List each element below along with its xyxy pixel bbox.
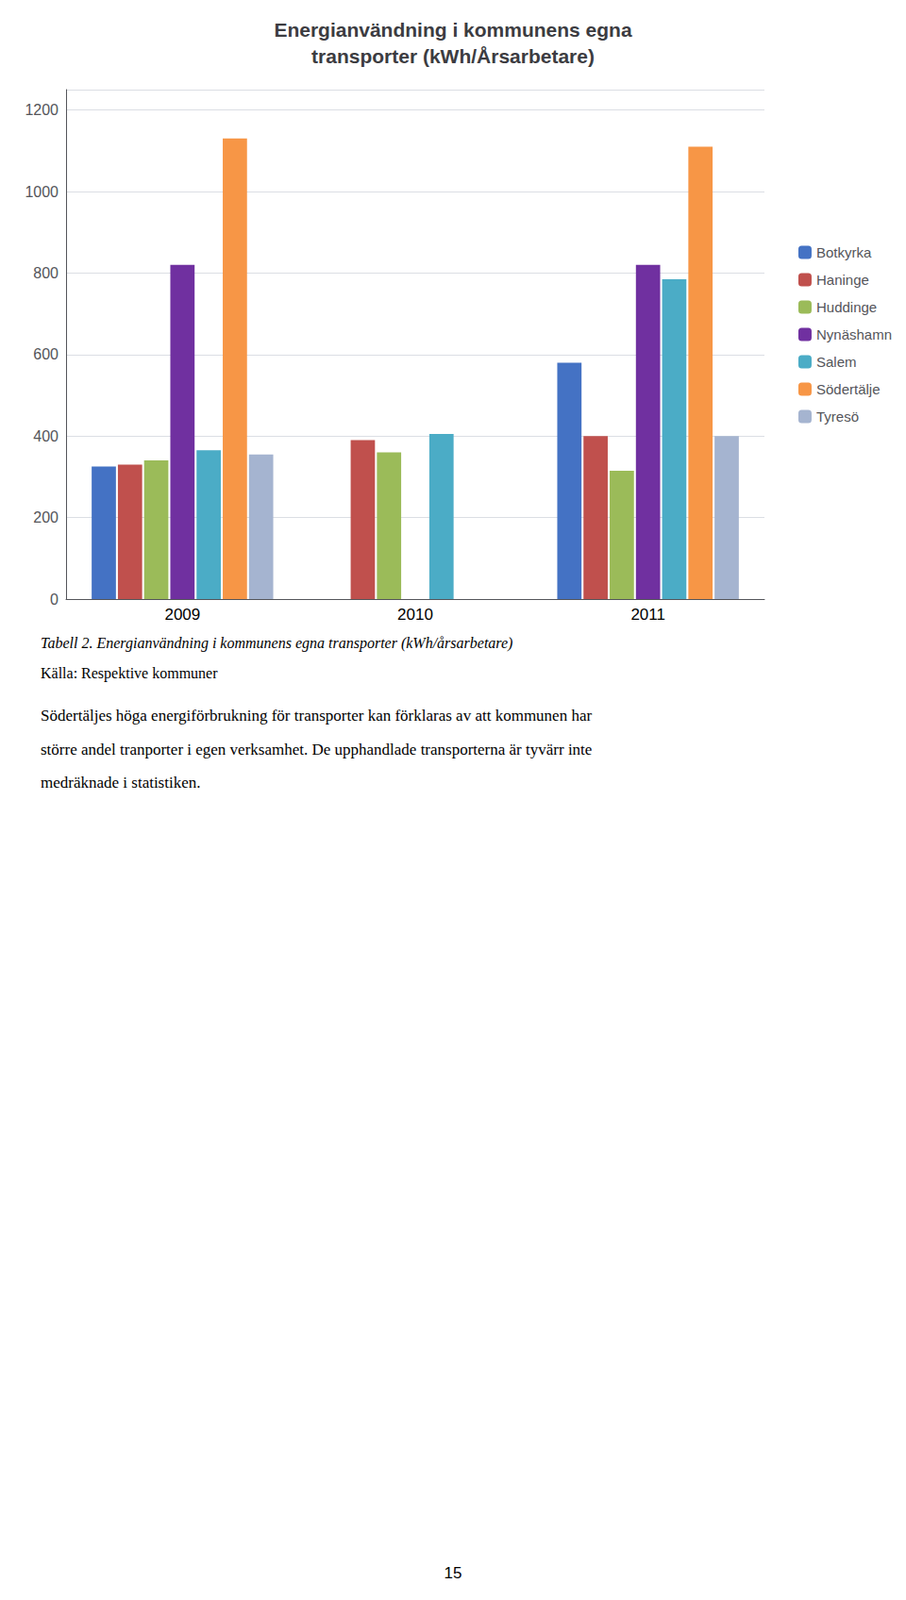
svg-text:större andel tranporter i egen: större andel tranporter i egen verksamhe… (40, 740, 592, 759)
svg-text:1000: 1000 (24, 184, 59, 201)
svg-text:200: 200 (33, 509, 59, 526)
svg-text:1200: 1200 (24, 101, 59, 118)
svg-text:800: 800 (33, 265, 59, 282)
svg-text:Huddinge: Huddinge (816, 299, 877, 316)
svg-text:transporter (kWh/Årsarbetare): transporter (kWh/Årsarbetare) (311, 45, 595, 68)
svg-text:Tyresö: Tyresö (816, 408, 859, 425)
svg-text:2009: 2009 (164, 605, 201, 624)
svg-text:Södertäljes höga energiförbruk: Södertäljes höga energiförbrukning för t… (40, 706, 592, 725)
svg-text:Källa: Respektive kommuner: Källa: Respektive kommuner (40, 665, 219, 683)
svg-text:2010: 2010 (397, 605, 434, 624)
svg-text:600: 600 (33, 346, 59, 363)
svg-text:Botkyrka: Botkyrka (816, 244, 873, 261)
svg-text:Haninge: Haninge (816, 271, 870, 288)
svg-text:2011: 2011 (630, 605, 666, 624)
svg-text:Salem: Salem (816, 353, 857, 370)
svg-text:Södertälje: Södertälje (816, 381, 881, 398)
svg-text:Nynäshamn: Nynäshamn (816, 326, 892, 343)
svg-text:15: 15 (444, 1564, 463, 1583)
svg-text:Energianvändning i kommunens e: Energianvändning i kommunens egna (273, 18, 633, 41)
svg-text:0: 0 (50, 591, 59, 608)
svg-text:Tabell 2. Energianvändning i k: Tabell 2. Energianvändning i kommunens e… (40, 635, 513, 653)
svg-text:medräknade i statistiken.: medräknade i statistiken. (40, 773, 201, 792)
svg-text:400: 400 (33, 428, 59, 445)
